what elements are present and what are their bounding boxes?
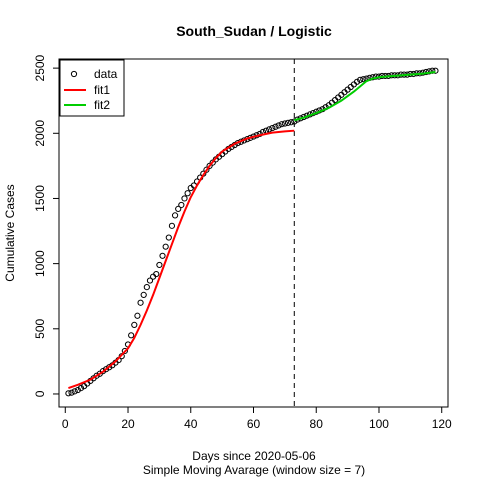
legend-label-data: data: [94, 67, 118, 81]
data-point: [134, 312, 141, 319]
data-point: [353, 78, 361, 85]
x-axis: 0 20 40 60 80 100 120: [62, 407, 452, 431]
data-point: [209, 159, 216, 166]
data-point: [281, 120, 288, 127]
data-point: [181, 195, 188, 202]
y-tick-label: 2500: [33, 54, 47, 81]
data-point: [146, 277, 154, 284]
x-tick-label: 80: [310, 417, 324, 431]
data-point: [171, 212, 179, 219]
data-point: [269, 124, 276, 132]
data-point: [165, 234, 172, 241]
data-point: [203, 166, 210, 173]
data-point: [156, 261, 163, 269]
legend-label-fit1: fit1: [94, 83, 110, 97]
data-point: [68, 389, 75, 396]
data-point: [206, 162, 213, 169]
data-point: [74, 386, 81, 394]
data-point: [278, 121, 285, 128]
data-point: [432, 67, 439, 74]
x-tick-label: 40: [184, 417, 198, 431]
data-point: [159, 252, 166, 259]
data-point: [266, 126, 273, 133]
data-point: [93, 372, 100, 379]
fit2-line: [294, 71, 436, 122]
data-point: [275, 122, 282, 129]
data-point: [128, 332, 135, 339]
data-point: [288, 119, 295, 126]
y-tick-label: 2000: [33, 120, 47, 147]
data-point: [77, 385, 85, 392]
y-tick-label: 0: [33, 390, 47, 397]
legend: data fit1 fit2: [59, 59, 125, 117]
legend-label-fit2: fit2: [94, 98, 110, 112]
x-axis-sublabel: Simple Moving Avarage (window size = 7): [143, 463, 365, 477]
x-axis-label: Days since 2020-05-06: [192, 449, 316, 463]
data-point: [143, 283, 150, 291]
data-point: [178, 201, 185, 209]
y-tick-label: 1000: [33, 250, 47, 277]
data-point: [131, 321, 138, 328]
data-point: [284, 119, 292, 126]
data-point: [65, 390, 72, 397]
data-point: [121, 347, 128, 355]
y-tick-label: 1500: [33, 185, 47, 212]
data-point: [175, 205, 182, 212]
legend-box: [59, 59, 125, 117]
x-tick-label: 0: [62, 417, 69, 431]
x-tick-label: 120: [432, 417, 452, 431]
data-point: [272, 123, 279, 130]
data-point: [140, 291, 147, 299]
data-point: [262, 127, 270, 134]
data-point: [360, 76, 367, 83]
data-point: [426, 68, 433, 75]
data-point: [168, 222, 176, 229]
data-point: [153, 270, 160, 278]
data-point: [184, 190, 191, 197]
data-point: [162, 243, 169, 250]
data-point: [291, 118, 298, 125]
y-axis: 0 500 1000 1500 2000 2500: [33, 54, 59, 397]
data-point: [137, 299, 144, 306]
x-tick-label: 60: [247, 417, 261, 431]
data-point: [99, 368, 107, 375]
data-point: [357, 76, 364, 83]
chart-title: South_Sudan / Logistic: [176, 23, 332, 39]
x-tick-label: 20: [121, 417, 135, 431]
data-point: [71, 388, 78, 395]
fit1-line: [68, 129, 295, 390]
data-point: [106, 364, 113, 371]
y-tick-label: 500: [33, 318, 47, 338]
x-tick-label: 100: [369, 417, 389, 431]
legend-data-marker: [70, 70, 78, 78]
data-series: [65, 67, 439, 397]
y-axis-label: Cumulative Cases: [3, 184, 17, 281]
data-point: [102, 366, 110, 373]
